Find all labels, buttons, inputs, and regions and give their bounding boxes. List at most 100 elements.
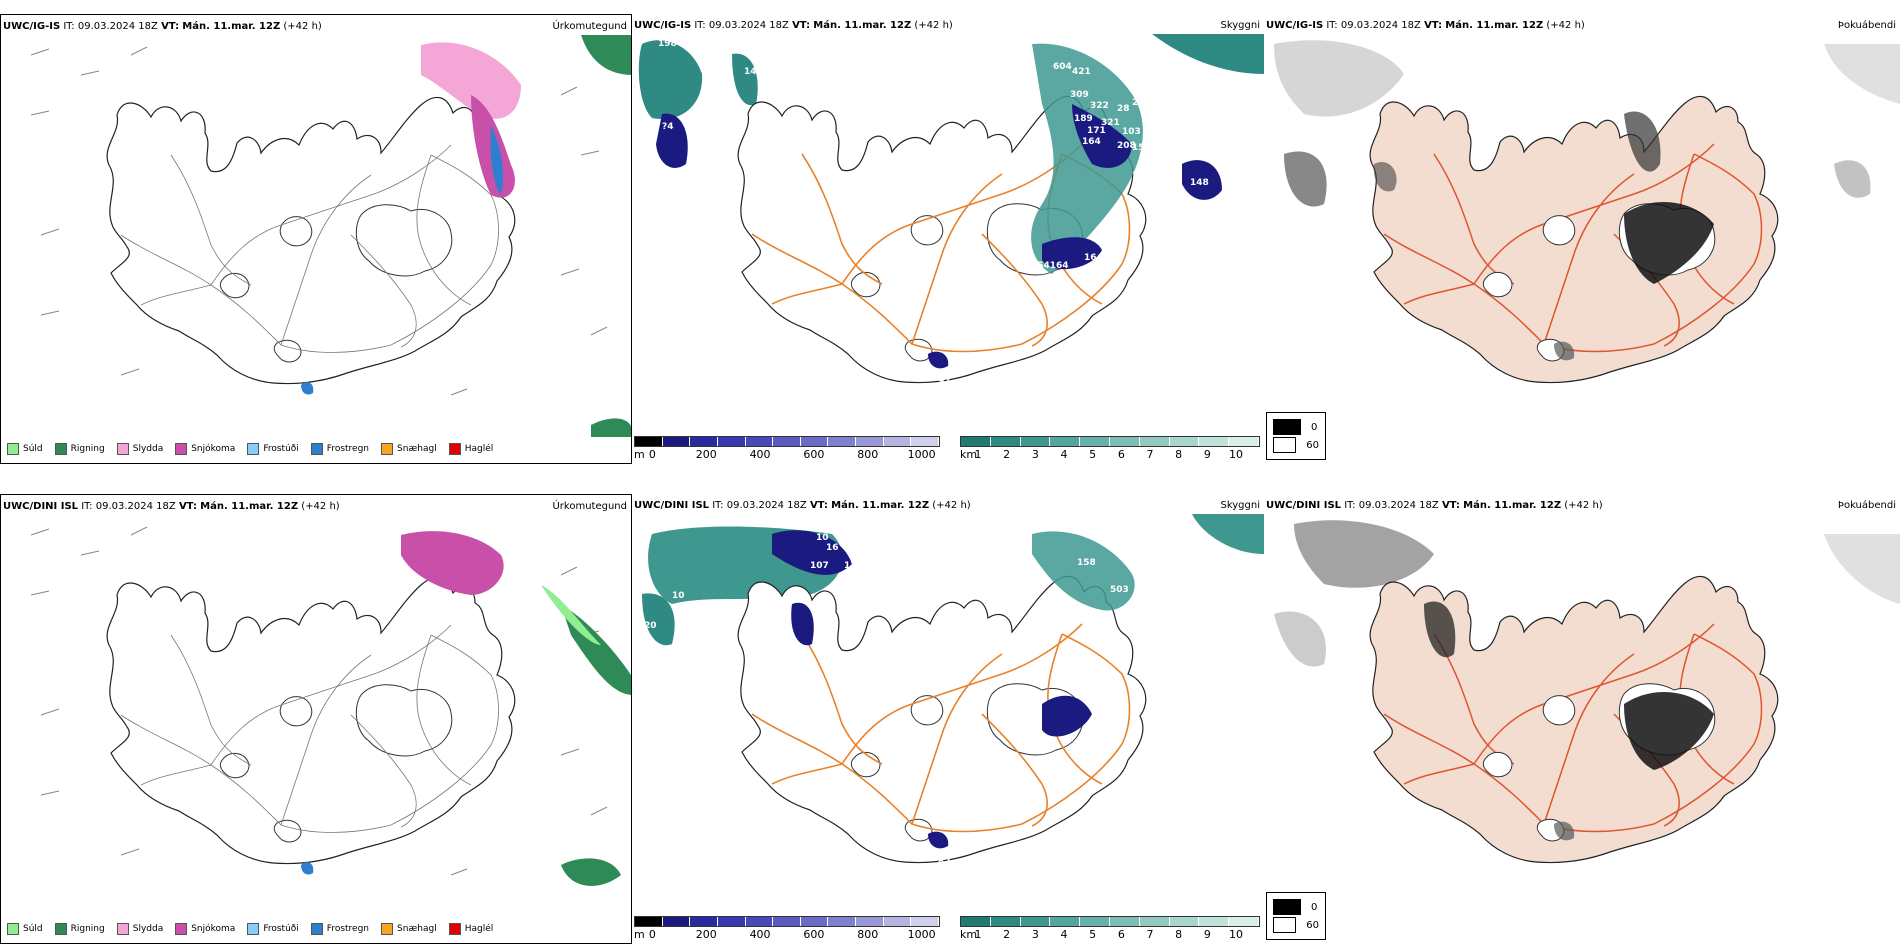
- colorbar-tick: 6: [1117, 448, 1125, 461]
- lead-time: (+42 h): [932, 500, 971, 511]
- colorbar-segment: [1169, 437, 1200, 446]
- colorbar-tick: 9: [1203, 928, 1211, 941]
- colorbar-segment: [745, 437, 774, 446]
- lead-time: (+42 h): [1564, 500, 1603, 511]
- legend-label: Súld: [23, 444, 43, 454]
- colorbar-tick: 10: [1229, 448, 1243, 461]
- visibility-value-label: 198: [658, 39, 677, 49]
- colorbar-km-bar: [960, 916, 1260, 927]
- colorbar-segment: [800, 437, 829, 446]
- legend-item: Súld: [7, 443, 43, 455]
- legend-item: Snjókoma: [175, 443, 235, 455]
- vt-value: Mán. 11.mar. 12Z: [831, 500, 930, 511]
- fog-legend-swatch: [1273, 419, 1301, 435]
- fog-legend-swatch: [1273, 917, 1297, 933]
- precip-type-panel-dini: UWC/DINI ISL IT: 09.03.2024 18Z VT: Mán.…: [0, 494, 632, 944]
- colorbar-tick: 2: [1003, 448, 1011, 461]
- legend-item: Rigning: [54, 443, 105, 455]
- sold-area-east: [541, 585, 601, 645]
- legend-item: Haglél: [448, 443, 494, 455]
- visibility-value-label: 138: [844, 561, 863, 571]
- legend-item: Súld: [7, 923, 43, 935]
- visibility-value-label: 13: [1044, 762, 1057, 772]
- colorbar-m: m 0 200 400 600 800 1000: [634, 916, 940, 941]
- visibility-value-label: 158: [1077, 558, 1096, 568]
- colorbar-tick: 200: [695, 448, 717, 461]
- colorbar-segment: [1050, 917, 1081, 926]
- vt-value: Mán. 11.mar. 12Z: [1463, 500, 1562, 511]
- colorbar-tick: 800: [857, 448, 879, 461]
- legend-swatch: [448, 923, 461, 935]
- colorbar-tick: 400: [749, 928, 771, 941]
- visibility-value-label: 309: [1070, 90, 1089, 100]
- colorbar-tick: 1000: [907, 448, 936, 461]
- colorbar-m: m 0 200 400 600 800 1000: [634, 436, 940, 461]
- colorbar-segment: [990, 917, 1021, 926]
- colorbar-segment: [911, 917, 940, 926]
- it-prefix: IT:: [63, 21, 75, 32]
- colorbar-segment: [800, 917, 829, 926]
- header-precip-ig: UWC/IG-IS IT: 09.03.2024 18Z VT: Mán. 11…: [3, 21, 322, 32]
- colorbar-segment: [773, 437, 801, 446]
- colorbar-unit: m: [634, 448, 645, 461]
- precip-legend: Súld Rigning Slydda Snjókoma Frostúði Frostre…: [1, 915, 631, 943]
- colorbar-segment: [990, 437, 1021, 446]
- legend-label: Haglél: [464, 924, 494, 934]
- legend-item: Rigning: [54, 923, 105, 935]
- colorbar-tick: 0: [648, 928, 656, 941]
- colorbar-segment: [1139, 917, 1170, 926]
- colorbar-m-ticks: m 0 200 400 600 800 1000: [634, 927, 940, 941]
- precip-type-panel-ig: UWC/IG-IS IT: 09.03.2024 18Z VT: Mán. 11…: [0, 14, 632, 464]
- legend-label: Snæhagl: [397, 924, 437, 934]
- header-fog-ig: UWC/IG-IS IT: 09.03.2024 18Z VT: Mán. 11…: [1266, 20, 1585, 31]
- visibility-value-label: 20: [644, 621, 657, 631]
- colorbar-tick: 200: [695, 928, 717, 941]
- visibility-value-label: 97: [938, 377, 951, 387]
- panel-title-precip: Úrkomutegund: [552, 501, 627, 512]
- fog-map-ig: [1274, 40, 1900, 384]
- colorbar-tick: 8: [1175, 928, 1183, 941]
- colorbar-km-ticks: km 1 2 3 4 5 6 7 8 9 10: [960, 447, 1260, 461]
- colorbar-segment: [883, 917, 912, 926]
- colorbar-tick: 0: [648, 448, 656, 461]
- legend-label: Haglél: [464, 444, 494, 454]
- fog-legend-swatch: [1273, 437, 1297, 453]
- visibility-value-label: 421: [1072, 67, 1091, 77]
- iceland-outline: [1369, 95, 1779, 384]
- model-name: UWC/DINI ISL: [1266, 500, 1342, 511]
- vt-value: Mán. 11.mar. 12Z: [1445, 20, 1544, 31]
- fog-legend-row: 0: [1273, 419, 1319, 435]
- colorbar-km: km 1 2 3 4 5 6 7 8 9 10: [960, 916, 1260, 941]
- colorbar-km-bar: [960, 436, 1260, 447]
- colorbar-tick: 5: [1089, 928, 1097, 941]
- legend-label: Rigning: [70, 444, 105, 454]
- legend-label: Snjókoma: [191, 444, 236, 454]
- colorbar-segment: [1199, 437, 1230, 446]
- panel-title-fog: Þokuábendi: [1837, 500, 1896, 511]
- legend-label: Snjókoma: [191, 924, 236, 934]
- rigning-area-ne: [581, 35, 631, 75]
- rigning-area-south: [561, 858, 621, 886]
- fog-legend-label: 60: [1306, 919, 1319, 931]
- vt-prefix: VT:: [809, 500, 828, 511]
- visibility-value-label: 10: [672, 591, 685, 601]
- model-name: UWC/DINI ISL: [3, 501, 79, 512]
- legend-item: Snæhagl: [381, 443, 437, 455]
- fog-panel-dini: UWC/DINI ISL IT: 09.03.2024 18Z VT: Mán.…: [1264, 494, 1900, 944]
- precip-legend: Súld Rigning Slydda Snjókoma Frostúði Frostre…: [1, 435, 631, 463]
- frostregn-area-south: [301, 382, 314, 395]
- colorbar-tick: 7: [1146, 928, 1154, 941]
- visibility-panel-ig: 198 143 ?4 604 421 309 322 28 240 189 321 171 164 103…: [632, 14, 1264, 464]
- colorbar-tick: 2: [1003, 928, 1011, 941]
- legend-item: Snjókoma: [175, 923, 235, 935]
- colorbar-unit: km: [960, 448, 978, 461]
- fog-legend-label: 0: [1311, 421, 1318, 433]
- vt-prefix: VT:: [161, 21, 180, 32]
- colorbar-tick: 10: [1229, 928, 1243, 941]
- visibility-value-label: ?4: [662, 122, 673, 132]
- colorbar-segment: [1169, 917, 1200, 926]
- visibility-panel-dini: 888 10 16 107 138 10 20 178 158 503 13 82 UWC/DINI …: [632, 494, 1264, 944]
- legend-swatch: [7, 443, 19, 455]
